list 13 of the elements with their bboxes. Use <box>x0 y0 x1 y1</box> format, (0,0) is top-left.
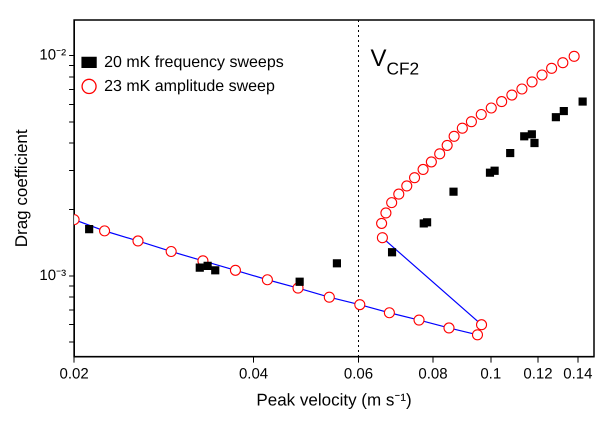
x-axis-title: Peak velocity (m s⁻¹) <box>256 390 412 410</box>
y-tick-label: 10⁻² <box>39 46 66 64</box>
legend-label: 20 mK frequency sweeps <box>104 54 284 71</box>
x-tick-label: 0.12 <box>523 366 553 383</box>
x-tick-label: 0.08 <box>418 366 448 383</box>
x-tick-label: 0.06 <box>344 366 374 383</box>
y-tick-label: 10⁻³ <box>39 266 66 284</box>
x-tick-label: 0.04 <box>238 366 268 383</box>
x-tick-label: 0.02 <box>59 366 89 383</box>
legend-label: 23 mK amplitude sweep <box>104 78 275 95</box>
x-tick-label: 0.1 <box>480 366 502 383</box>
x-tick-label: 0.14 <box>563 366 592 383</box>
y-axis-title: Drag coefficient <box>12 129 31 248</box>
